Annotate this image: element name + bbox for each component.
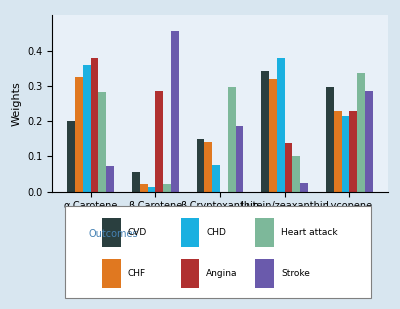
Text: Angina: Angina bbox=[206, 269, 238, 278]
Bar bbox=[334, 111, 342, 192]
Bar bbox=[140, 184, 148, 192]
Bar bbox=[75, 77, 83, 192]
Bar bbox=[204, 142, 212, 192]
Bar bbox=[197, 139, 204, 192]
Bar bbox=[155, 91, 163, 192]
Bar bbox=[365, 91, 373, 192]
Bar bbox=[67, 121, 75, 192]
Bar bbox=[300, 183, 308, 192]
Text: CHF: CHF bbox=[128, 269, 146, 278]
Bar bbox=[357, 73, 365, 192]
Bar bbox=[326, 87, 334, 192]
Y-axis label: Weights: Weights bbox=[11, 81, 21, 126]
FancyBboxPatch shape bbox=[102, 218, 121, 247]
Bar bbox=[269, 79, 277, 192]
Bar bbox=[228, 87, 236, 192]
Bar bbox=[171, 31, 178, 192]
FancyBboxPatch shape bbox=[181, 259, 199, 287]
Text: Heart attack: Heart attack bbox=[281, 228, 338, 237]
FancyBboxPatch shape bbox=[181, 218, 199, 247]
Bar bbox=[350, 111, 357, 192]
Bar bbox=[106, 166, 114, 192]
FancyBboxPatch shape bbox=[102, 259, 121, 287]
Bar bbox=[90, 58, 98, 192]
FancyBboxPatch shape bbox=[256, 218, 274, 247]
Text: CVD: CVD bbox=[128, 228, 147, 237]
X-axis label: Serum carotenoids: Serum carotenoids bbox=[167, 217, 273, 227]
Bar bbox=[236, 126, 243, 192]
FancyBboxPatch shape bbox=[65, 206, 371, 298]
Bar bbox=[98, 92, 106, 192]
Bar bbox=[83, 65, 90, 192]
Text: Stroke: Stroke bbox=[281, 269, 310, 278]
Bar bbox=[148, 187, 155, 192]
FancyBboxPatch shape bbox=[256, 259, 274, 287]
Text: CHD: CHD bbox=[206, 228, 226, 237]
Bar bbox=[285, 143, 292, 192]
Bar bbox=[342, 116, 350, 192]
Bar bbox=[212, 165, 220, 192]
Bar bbox=[292, 156, 300, 192]
Bar bbox=[132, 172, 140, 192]
Bar bbox=[163, 184, 171, 192]
Bar bbox=[277, 58, 285, 192]
Bar bbox=[262, 71, 269, 192]
Text: Outcomes: Outcomes bbox=[89, 229, 138, 239]
